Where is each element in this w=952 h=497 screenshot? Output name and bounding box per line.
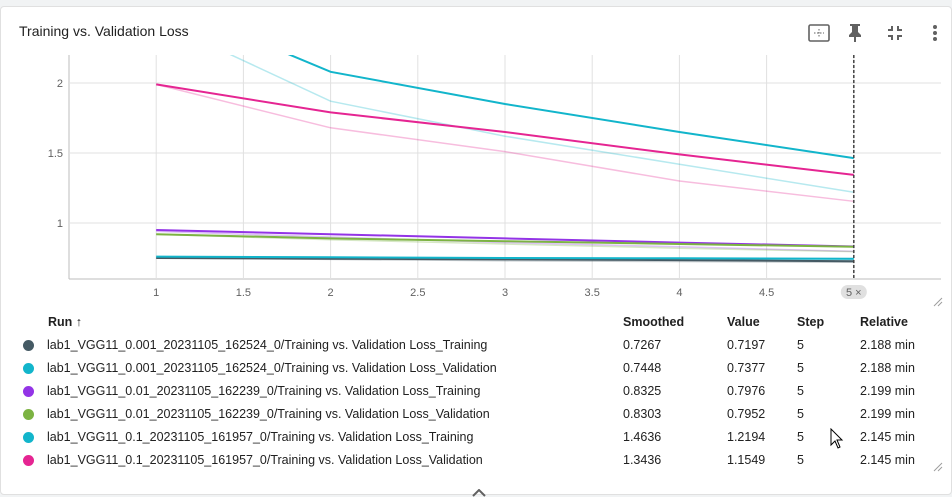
fullscreen-exit-icon[interactable] xyxy=(881,19,909,47)
column-header-step[interactable]: Step xyxy=(797,315,825,329)
smoothed-value: 0.7448 xyxy=(623,361,662,375)
y-tick-label: 2 xyxy=(57,78,63,90)
series-smoothed-line-0[interactable] xyxy=(156,257,854,263)
line-chart[interactable]: 1 1.5 2 2.5 3 3.5 4 4.5 1 1.5 2 5 × xyxy=(1,7,951,317)
column-header-value[interactable]: Value xyxy=(727,315,760,329)
value: 0.7197 xyxy=(727,338,766,352)
table-row: lab1_VGG11_0.01_20231105_162239_0/Traini… xyxy=(1,404,951,427)
step: 5 xyxy=(797,338,804,352)
relative-time: 2.188 min xyxy=(860,338,915,352)
more-vert-icon[interactable] xyxy=(921,19,949,47)
run-name: lab1_VGG11_0.1_20231105_161957_0/Trainin… xyxy=(47,453,483,467)
run-color-dot xyxy=(23,455,34,466)
run-name: lab1_VGG11_0.001_20231105_162524_0/Train… xyxy=(47,361,497,375)
x-tick-label: 2 xyxy=(328,287,334,299)
run-name: lab1_VGG11_0.001_20231105_162524_0/Train… xyxy=(47,338,488,352)
x-tick-label: 4 xyxy=(676,287,682,299)
run-name: lab1_VGG11_0.01_20231105_162239_0/Traini… xyxy=(47,407,490,421)
column-header-run[interactable]: Run ↑ xyxy=(48,315,83,329)
relative-time: 2.199 min xyxy=(860,407,915,421)
table-resize-handle[interactable] xyxy=(933,462,943,472)
smoothed-value: 1.3436 xyxy=(623,453,662,467)
run-color-dot xyxy=(23,363,34,374)
run-color-dot xyxy=(23,340,34,351)
x-tick-label: 3 xyxy=(502,287,508,299)
step-cursor-label: 5 × xyxy=(846,287,862,299)
step-cursor[interactable]: 5 × xyxy=(840,55,867,299)
step: 5 xyxy=(797,361,804,375)
column-header-relative[interactable]: Relative xyxy=(860,315,908,329)
x-tick-label: 1.5 xyxy=(236,287,251,299)
column-header-smoothed[interactable]: Smoothed xyxy=(623,315,685,329)
run-name: lab1_VGG11_0.1_20231105_161957_0/Trainin… xyxy=(47,430,474,444)
chart-resize-handle[interactable] xyxy=(933,297,943,307)
mouse-pointer-icon xyxy=(830,428,844,449)
x-tick-label: 4.5 xyxy=(759,287,774,299)
pin-icon[interactable] xyxy=(841,19,869,47)
smoothed-series-lines xyxy=(156,7,854,263)
step-cursor-chip[interactable] xyxy=(840,285,867,299)
step: 5 xyxy=(797,407,804,421)
x-tick-label: 3.5 xyxy=(585,287,600,299)
smoothed-value: 0.8303 xyxy=(623,407,662,421)
chevron-up-icon[interactable] xyxy=(471,489,487,497)
value: 0.7952 xyxy=(727,407,766,421)
table-row: lab1_VGG11_0.001_20231105_162524_0/Train… xyxy=(1,335,951,358)
value: 1.2194 xyxy=(727,430,766,444)
table-row: lab1_VGG11_0.1_20231105_161957_0/Trainin… xyxy=(1,427,951,450)
relative-time: 2.199 min xyxy=(860,384,915,398)
series-raw-line-5 xyxy=(156,83,854,203)
x-tick-label: 2.5 xyxy=(410,287,425,299)
series-smoothed-line-3[interactable] xyxy=(156,233,854,248)
table-row: lab1_VGG11_0.1_20231105_161957_0/Trainin… xyxy=(1,450,951,473)
step: 5 xyxy=(797,384,804,398)
series-smoothed-line-5[interactable] xyxy=(156,83,854,176)
run-name: lab1_VGG11_0.01_20231105_162239_0/Traini… xyxy=(47,384,481,398)
smoothed-value: 0.8325 xyxy=(623,384,662,398)
series-smoothed-line-1[interactable] xyxy=(156,255,854,260)
scalar-card: Training vs. Validation Loss 1 1.5 2 2.5 3 3.… xyxy=(0,6,952,497)
smoothed-value: 0.7267 xyxy=(623,338,662,352)
card-title: Training vs. Validation Loss xyxy=(19,23,189,39)
relative-time: 2.145 min xyxy=(860,430,915,444)
value: 0.7976 xyxy=(727,384,766,398)
relative-time: 2.188 min xyxy=(860,361,915,375)
value: 1.1549 xyxy=(727,453,766,467)
x-tick-label: 1 xyxy=(153,287,159,299)
series-smoothed-line-4[interactable] xyxy=(156,7,854,160)
series-smoothed-line-2[interactable] xyxy=(156,229,854,248)
run-color-dot xyxy=(23,409,34,420)
step: 5 xyxy=(797,453,804,467)
y-tick-label: 1.5 xyxy=(48,148,63,160)
relative-time: 2.145 min xyxy=(860,453,915,467)
fit-to-data-icon[interactable] xyxy=(805,19,833,47)
smoothed-value: 1.4636 xyxy=(623,430,662,444)
run-color-dot xyxy=(23,386,34,397)
series-raw-line-2 xyxy=(156,230,854,253)
value: 0.7377 xyxy=(727,361,766,375)
axis-ticks: 1 1.5 2 2.5 3 3.5 4 4.5 1 1.5 2 xyxy=(48,78,775,299)
step: 5 xyxy=(797,430,804,444)
table-row: lab1_VGG11_0.001_20231105_162524_0/Train… xyxy=(1,358,951,381)
table-row: lab1_VGG11_0.01_20231105_162239_0/Traini… xyxy=(1,381,951,404)
series-raw-line-4 xyxy=(229,55,854,194)
y-tick-label: 1 xyxy=(57,218,63,230)
run-color-dot xyxy=(23,432,34,443)
